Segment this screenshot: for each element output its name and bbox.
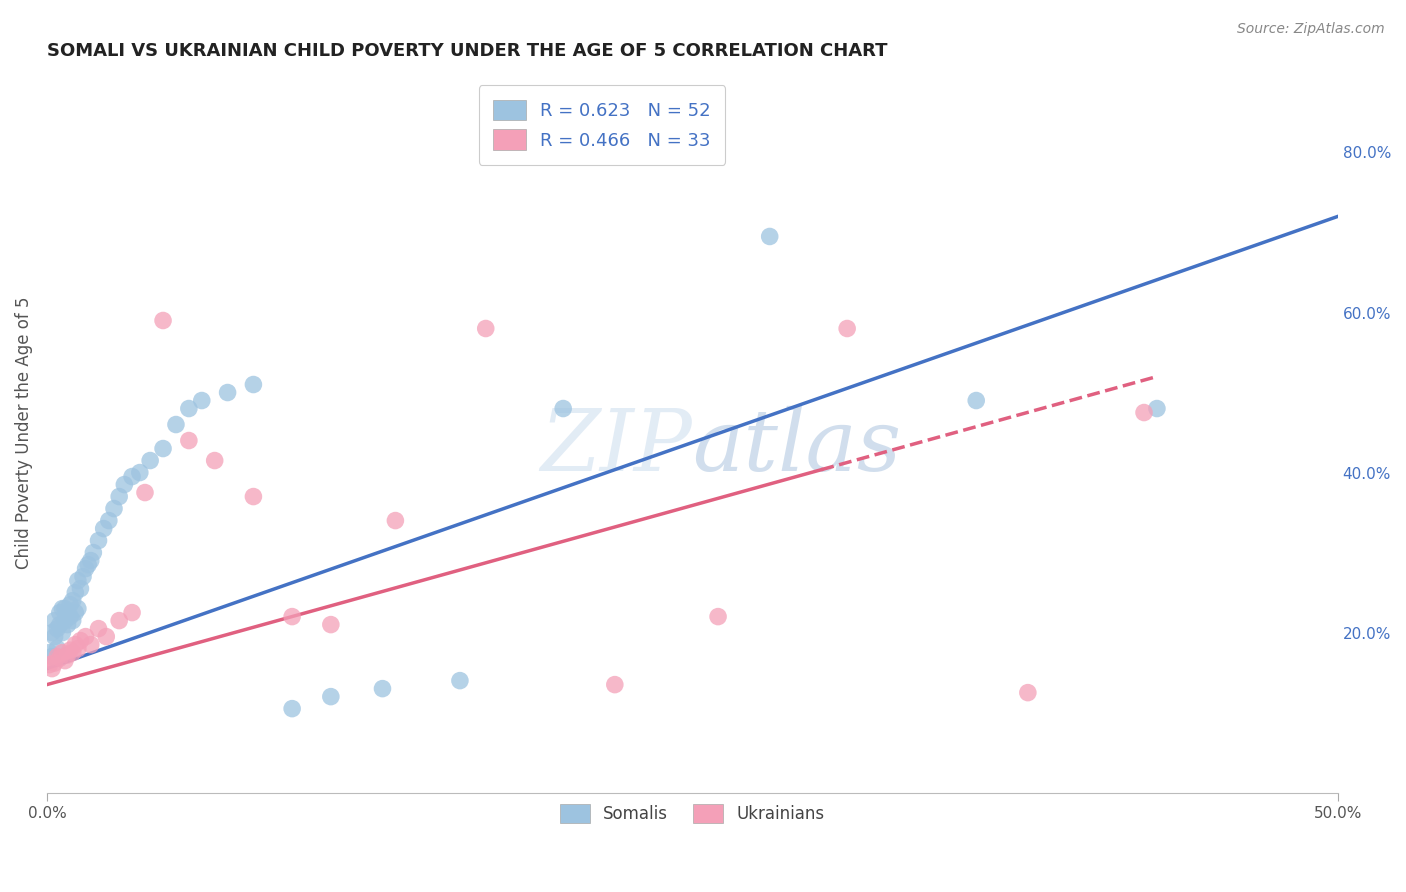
Point [38,657,60,672]
Point [217,385,239,400]
Text: ZIP: ZIP [540,406,692,488]
Point [177,434,200,448]
Point [75,630,97,644]
Point [44,614,66,628]
Point [51,646,73,660]
Point [46,649,69,664]
Point [87,622,110,636]
Point [75,561,97,575]
Point [69,633,91,648]
Point [59,598,82,612]
Point [65,638,87,652]
Legend: Somalis, Ukrainians: Somalis, Ukrainians [548,792,837,835]
Point [53,654,76,668]
Point [93,522,115,536]
Point [41,649,63,664]
Point [204,453,226,467]
Point [1146,401,1168,416]
Point [758,229,780,244]
Point [62,614,84,628]
Point [56,606,79,620]
Point [242,377,264,392]
Point [603,678,626,692]
Point [319,617,342,632]
Point [371,681,394,696]
Point [97,514,120,528]
Point [707,609,730,624]
Point [59,643,82,657]
Point [103,501,125,516]
Point [319,690,342,704]
Point [51,625,73,640]
Point [384,514,406,528]
Point [139,453,162,467]
Point [44,656,66,670]
Point [152,313,174,327]
Point [128,466,150,480]
Point [56,617,79,632]
Point [152,442,174,456]
Point [121,469,143,483]
Point [41,625,63,640]
Y-axis label: Child Poverty Under the Age of 5: Child Poverty Under the Age of 5 [15,296,32,569]
Point [108,490,131,504]
Point [474,321,496,335]
Point [165,417,187,432]
Point [80,553,103,567]
Point [112,477,135,491]
Point [66,601,89,615]
Point [65,606,87,620]
Point [553,401,575,416]
Point [134,485,156,500]
Point [49,651,72,665]
Point [191,393,214,408]
Point [242,490,264,504]
Point [46,641,69,656]
Point [38,646,60,660]
Point [66,641,89,656]
Point [49,617,72,632]
Text: SOMALI VS UKRAINIAN CHILD POVERTY UNDER THE AGE OF 5 CORRELATION CHART: SOMALI VS UKRAINIAN CHILD POVERTY UNDER … [46,42,887,60]
Point [72,569,94,583]
Point [80,638,103,652]
Point [77,558,100,572]
Point [177,401,200,416]
Point [41,662,63,676]
Point [69,582,91,596]
Point [281,609,304,624]
Point [53,614,76,628]
Point [62,593,84,607]
Point [53,601,76,615]
Text: Source: ZipAtlas.com: Source: ZipAtlas.com [1237,22,1385,37]
Point [108,614,131,628]
Point [59,609,82,624]
Point [49,606,72,620]
Point [965,393,987,408]
Point [51,601,73,615]
Point [65,585,87,599]
Point [66,574,89,588]
Point [62,646,84,660]
Point [281,701,304,715]
Point [44,630,66,644]
Point [56,648,79,662]
Point [1017,685,1039,699]
Point [449,673,471,688]
Point [1133,405,1156,419]
Text: atlas: atlas [692,406,901,488]
Point [121,606,143,620]
Point [82,545,104,559]
Point [96,630,118,644]
Point [87,533,110,548]
Point [837,321,859,335]
Point [46,622,69,636]
